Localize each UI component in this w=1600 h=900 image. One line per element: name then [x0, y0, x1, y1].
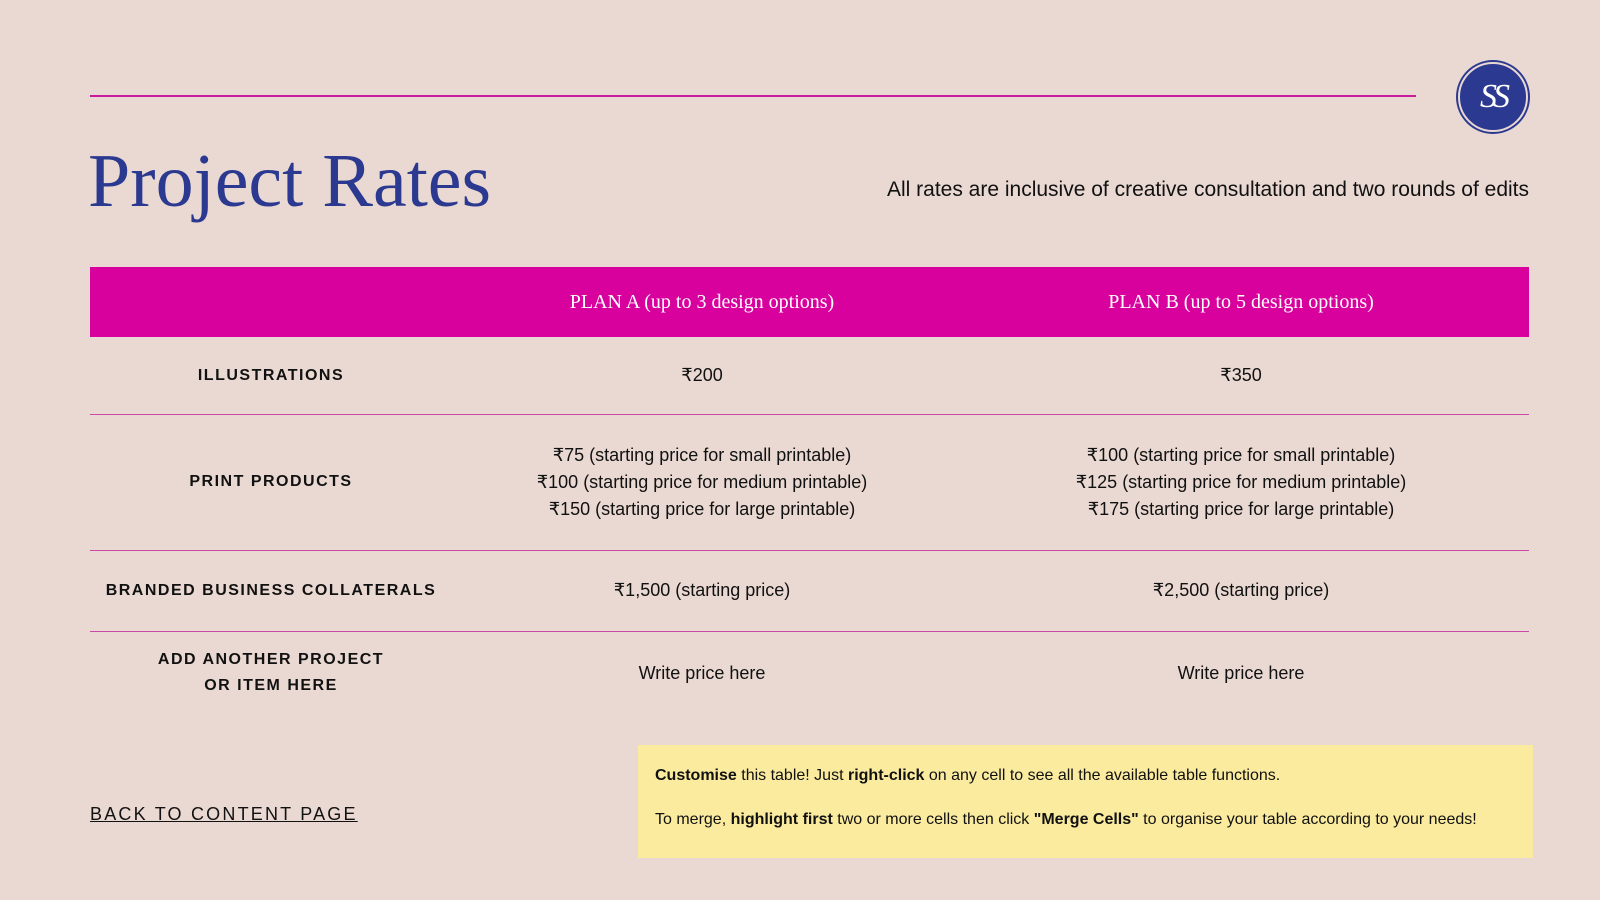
subtitle: All rates are inclusive of creative cons… — [886, 178, 1529, 201]
note-text: this table! Just — [736, 767, 848, 784]
logo: SS — [1458, 62, 1528, 132]
note-text: To merge, — [655, 811, 731, 828]
price-line: ₹175 (starting price for large printable… — [1087, 498, 1395, 519]
price-line: ₹100 (starting price for small printable… — [1086, 444, 1396, 465]
note-text: right-click — [847, 767, 925, 784]
price-cell: ₹100 (starting price for small printable… — [971, 414, 1511, 550]
column-header: PLAN A (up to 3 design options) — [569, 290, 835, 313]
header-rule — [90, 95, 1416, 97]
label-line: OR ITEM HERE — [204, 677, 338, 694]
row-label: ILLUSTRATIONS — [91, 337, 451, 414]
price-cell: ₹75 (starting price for small printable)… — [432, 414, 972, 550]
row-label: PRINT PRODUCTS — [91, 414, 451, 550]
price-cell: ₹1,500 (starting price) — [432, 550, 972, 631]
label-line: BRANDED BUSINESS COLLATERALS — [105, 581, 437, 599]
price-cell: ₹350 — [971, 337, 1511, 414]
note-text: highlight first — [730, 811, 833, 828]
label-line: ILLUSTRATIONS — [197, 366, 345, 384]
row-label: ADD ANOTHER PROJECT OR ITEM HERE — [91, 631, 451, 715]
price-line: ₹200 — [681, 365, 723, 385]
back-link[interactable]: BACK TO CONTENT PAGE — [90, 804, 358, 824]
column-header: PLAN B (up to 5 design options) — [1108, 290, 1374, 313]
note-text: to organise your table according to your… — [1138, 811, 1477, 828]
table-header — [90, 267, 1529, 337]
price-line: ₹2,500 (starting price) — [1152, 580, 1330, 600]
label-line: PRINT PRODUCTS — [189, 473, 353, 490]
note-text: "Merge Cells" — [1033, 811, 1139, 828]
price-line: ₹150 (starting price for large printable… — [548, 498, 856, 519]
note-paragraph: Customise this table! Just right-click o… — [655, 767, 1516, 785]
price-line: ₹350 — [1220, 365, 1262, 385]
price-line: Write price here — [1177, 662, 1305, 683]
note-text: Customise — [655, 767, 737, 784]
row-divider — [90, 631, 1529, 632]
price-cell: Write price here — [971, 631, 1511, 715]
price-line: ₹100 (starting price for medium printabl… — [536, 471, 868, 492]
price-line: Write price here — [638, 662, 766, 683]
row-label: BRANDED BUSINESS COLLATERALS — [91, 550, 451, 631]
price-line: ₹125 (starting price for medium printabl… — [1075, 471, 1407, 492]
price-cell: ₹200 — [432, 337, 972, 414]
note-paragraph: To merge, highlight first two or more ce… — [655, 811, 1516, 829]
price-line: ₹1,500 (starting price) — [613, 580, 791, 600]
note-text: two or more cells then click — [832, 811, 1034, 828]
label-line: ADD ANOTHER PROJECT — [157, 651, 385, 668]
page-title: Project Rates — [88, 139, 492, 223]
price-cell: Write price here — [432, 631, 972, 715]
row-divider — [90, 414, 1529, 415]
note-box: Customise this table! Just right-click o… — [638, 745, 1533, 858]
row-divider — [90, 550, 1529, 551]
note-text: on any cell to see all the available tab… — [924, 767, 1281, 784]
price-line: ₹75 (starting price for small printable) — [552, 444, 852, 465]
price-cell: ₹2,500 (starting price) — [971, 550, 1511, 631]
